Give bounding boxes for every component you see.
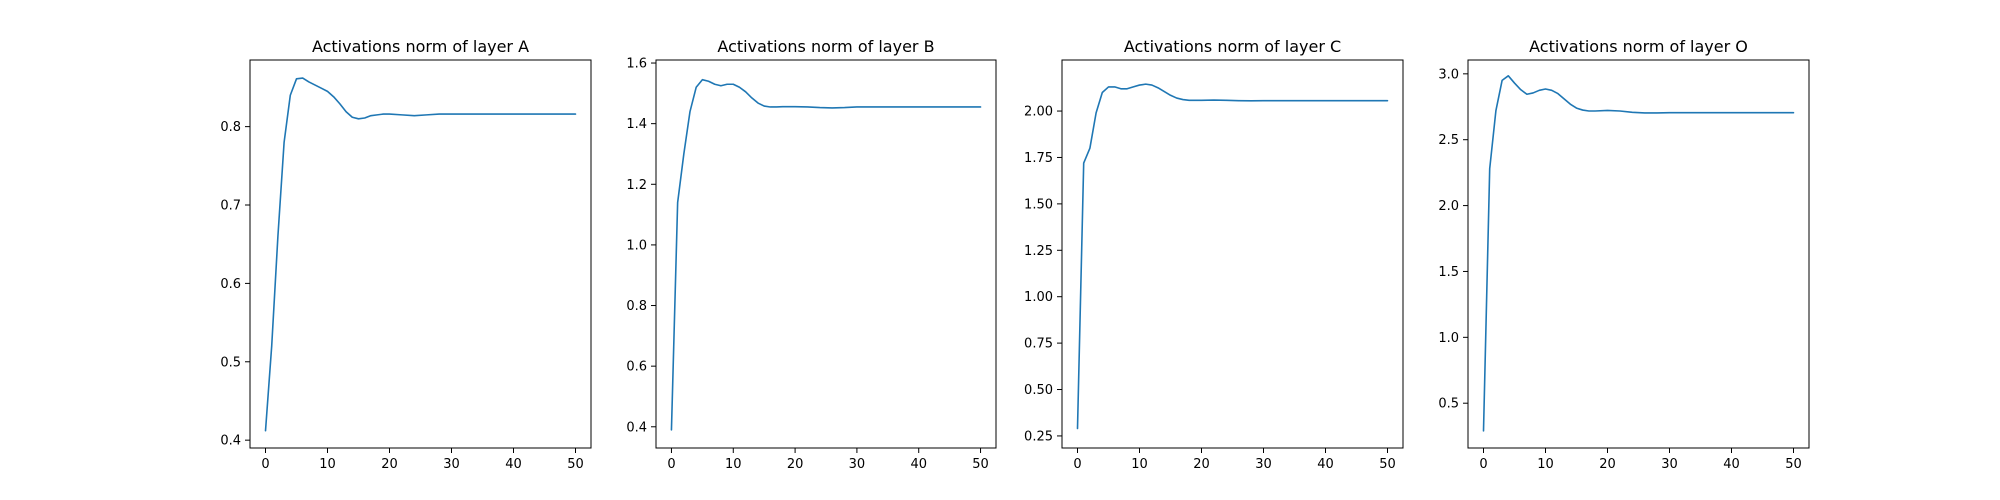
axes-frame (1061, 59, 1404, 449)
y-tick-label: 0.8 (626, 299, 647, 314)
x-tick-label: 20 (381, 457, 398, 472)
chart-panel: Activations norm of layer O 0 10 20 30 40 50 0.… (1438, 37, 1810, 472)
y-tick-label: 0.50 (1024, 383, 1053, 398)
y-tick-label: 0.8 (220, 120, 241, 135)
y-tick-label: 1.5 (1438, 265, 1459, 280)
x-tick-label: 50 (972, 457, 989, 472)
y-tick-label: 2.5 (1438, 133, 1459, 148)
y-tick-label: 1.50 (1024, 197, 1053, 212)
x-tick-label: 0 (1479, 457, 1487, 472)
y-tick-label: 0.25 (1024, 429, 1053, 444)
y-tick-label: 0.6 (220, 277, 241, 292)
y-tick-label: 2.00 (1024, 105, 1053, 120)
x-tick-label: 40 (1723, 457, 1740, 472)
y-tick-label: 1.75 (1024, 151, 1053, 166)
axes-frame (249, 59, 592, 449)
y-tick-label: 0.5 (220, 355, 241, 370)
y-tick-label: 0.75 (1024, 337, 1053, 352)
x-tick-label: 20 (1599, 457, 1616, 472)
x-tick-label: 30 (1661, 457, 1678, 472)
series-line (670, 78, 982, 431)
y-tick-label: 0.7 (220, 199, 241, 214)
axes-frame (1467, 59, 1810, 449)
axes-frame (655, 59, 997, 449)
x-tick-label: 0 (261, 457, 269, 472)
x-tick-label: 50 (1785, 457, 1802, 472)
y-tick-label: 0.4 (220, 434, 241, 449)
x-tick-label: 10 (1537, 457, 1554, 472)
chart-title: Activations norm of layer O (1529, 37, 1748, 56)
x-tick-label: 40 (505, 457, 522, 472)
x-tick-label: 10 (319, 457, 336, 472)
x-tick-label: 10 (725, 457, 742, 472)
y-tick-label: 1.0 (1438, 331, 1459, 346)
chart-title: Activations norm of layer B (717, 37, 934, 56)
y-tick-label: 1.6 (626, 57, 647, 72)
x-tick-label: 0 (1073, 457, 1081, 472)
y-tick-label: 3.0 (1438, 67, 1459, 82)
y-tick-label: 0.4 (626, 420, 647, 435)
x-tick-label: 30 (443, 457, 460, 472)
chart-panel: Activations norm of layer B 0 10 20 30 40 50 0.… (626, 37, 997, 472)
y-tick-label: 1.2 (626, 178, 647, 193)
y-tick-label: 1.4 (626, 117, 647, 132)
x-tick-label: 30 (849, 457, 866, 472)
series-line (264, 77, 577, 432)
y-tick-label: 1.00 (1024, 290, 1053, 305)
x-tick-label: 10 (1131, 457, 1148, 472)
x-tick-label: 40 (1317, 457, 1334, 472)
x-tick-label: 0 (667, 457, 675, 472)
series-line (1482, 75, 1795, 432)
x-tick-label: 50 (567, 457, 584, 472)
y-tick-label: 2.0 (1438, 199, 1459, 214)
chart-panel: Activations norm of layer A 0 10 20 30 40 50 0.… (220, 37, 592, 472)
chart-title: Activations norm of layer C (1124, 37, 1341, 56)
x-tick-label: 30 (1255, 457, 1272, 472)
y-tick-label: 0.5 (1438, 397, 1459, 412)
y-tick-label: 1.25 (1024, 244, 1053, 259)
chart-panel: Activations norm of layer C 0 10 20 30 40 50 0.… (1024, 37, 1404, 472)
x-tick-label: 20 (1193, 457, 1210, 472)
chart-title: Activations norm of layer A (312, 37, 529, 56)
series-line (1076, 83, 1389, 430)
x-tick-label: 50 (1379, 457, 1396, 472)
x-tick-label: 40 (910, 457, 927, 472)
y-tick-label: 0.6 (626, 360, 647, 375)
x-tick-label: 20 (787, 457, 804, 472)
y-tick-label: 1.0 (626, 238, 647, 253)
